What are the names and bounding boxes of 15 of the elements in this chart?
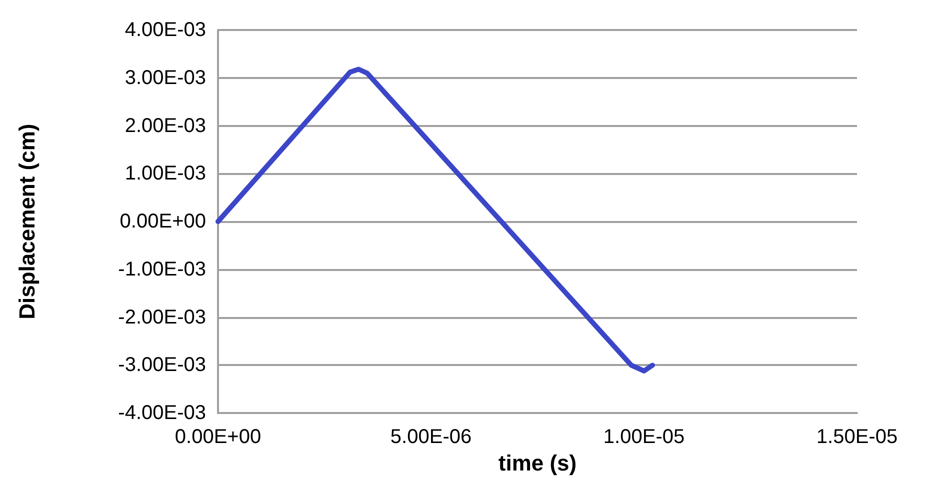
y-tick-label: -4.00E-03 [118, 402, 206, 424]
y-tick-label: 0.00E+00 [120, 210, 206, 233]
y-tick-label: 4.00E-03 [124, 19, 206, 41]
x-tick-label: 1.00E-05 [603, 426, 685, 448]
x-tick-label: 5.00E-06 [390, 426, 472, 448]
y-tick-label: 1.00E-03 [124, 162, 206, 185]
x-tick-label: 0.00E+00 [174, 426, 262, 448]
x-tick-label: 1.50E-05 [816, 426, 898, 448]
y-tick-label: -1.00E-03 [118, 258, 206, 280]
x-axis-title: time (s) [498, 450, 577, 476]
y-axis-title: Displacement (cm) [14, 124, 40, 320]
y-tick-label: 2.00E-03 [124, 114, 206, 137]
y-tick-label: -3.00E-03 [118, 354, 206, 376]
y-tick-label: -2.00E-03 [118, 306, 206, 328]
y-tick-label: 3.00E-03 [124, 66, 206, 89]
